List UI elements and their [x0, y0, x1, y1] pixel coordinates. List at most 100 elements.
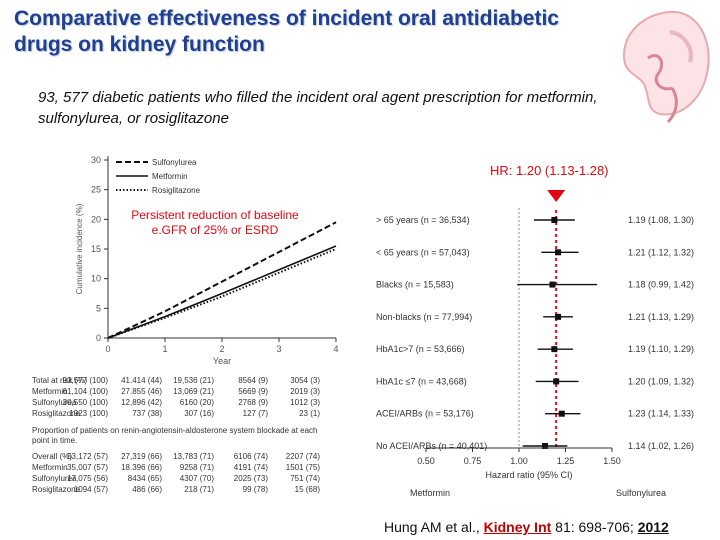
subgroup-label: HbA1c ≤7 (n = 43,668): [376, 376, 467, 386]
x-tick-label: 4: [333, 344, 338, 354]
hazard-ratio-point: [558, 410, 565, 417]
hazard-ratio-point: [551, 217, 558, 223]
forest-x-label: Hazard ratio (95% CI): [485, 470, 572, 480]
risk-cell: 3054 (3): [290, 376, 320, 385]
risk-cell: 93,577 (100): [63, 376, 109, 385]
proportion-row-label: Rosiglitazone: [32, 485, 81, 494]
risk-cell: 19,536 (21): [173, 376, 214, 385]
citation-authors: Hung AM et al.,: [384, 519, 480, 535]
x-tick-label: 3: [276, 344, 281, 354]
subgroup-hr-value: 1.23 (1.14, 1.33): [628, 409, 694, 419]
y-tick-label: 5: [96, 303, 101, 313]
legend-label: Metformin: [152, 172, 188, 181]
risk-row-label: Total at risk (%): [32, 376, 87, 385]
subgroup-hr-value: 1.19 (1.08, 1.30): [628, 215, 694, 225]
subgroup-label: Blacks (n = 15,583): [376, 280, 454, 290]
citation-volume: 81: 698-706;: [555, 519, 634, 535]
risk-cell: 127 (7): [243, 409, 269, 418]
hazard-ratio-point: [555, 249, 562, 256]
risk-cell: 8564 (9): [238, 376, 268, 385]
proportion-cell: 4307 (70): [180, 474, 215, 483]
legend-label: Sulfonylurea: [152, 158, 197, 167]
kidney-icon: [622, 10, 710, 124]
risk-row-label: Rosiglitazone: [32, 409, 81, 418]
risk-cell: 1012 (3): [290, 398, 320, 407]
subgroup-label: Non-blacks (n = 77,994): [376, 312, 472, 322]
risk-cell: 307 (16): [184, 409, 214, 418]
proportion-cell: 218 (71): [184, 485, 214, 494]
series-line-metformin: [107, 245, 337, 339]
forest-tick-label: 1.25: [557, 456, 575, 466]
subgroup-label: No ACEI/ARBs (n = 40,401): [376, 441, 487, 451]
x-axis-label: Year: [213, 356, 231, 366]
subgroup-hr-value: 1.18 (0.99, 1.42): [628, 280, 694, 290]
y-tick-label: 10: [91, 274, 101, 284]
subgroup-hr-value: 1.21 (1.12, 1.32): [628, 247, 694, 257]
favors-left-label: Metformin: [410, 488, 450, 498]
y-tick-label: 20: [91, 214, 101, 224]
subgroup-label: > 65 years (n = 36,534): [376, 215, 470, 225]
subgroup-label: < 65 years (n = 57,043): [376, 247, 470, 257]
risk-cell: 6160 (20): [180, 398, 215, 407]
study-description: 93, 577 diabetic patients who filled the…: [38, 89, 598, 127]
risk-cell: 2768 (9): [238, 398, 268, 407]
risk-cell: 5669 (9): [238, 387, 268, 396]
subgroup-label: ACEI/ARBs (n = 53,176): [376, 409, 474, 419]
risk-cell: 61,104 (100): [63, 387, 109, 396]
proportion-cell: 15 (68): [295, 485, 321, 494]
forest-tick-label: 0.50: [417, 456, 435, 466]
legend-label: Rosiglitazone: [152, 186, 201, 195]
proportion-caption: Proportion of patients on renin-angioten…: [32, 426, 318, 435]
proportion-cell: 8434 (65): [128, 474, 163, 483]
x-tick-label: 2: [219, 344, 224, 354]
y-tick-label: 30: [91, 155, 101, 165]
proportion-cell: 751 (74): [290, 474, 320, 483]
proportion-row-label: Metformin: [32, 463, 68, 472]
hazard-ratio-point: [553, 378, 560, 385]
proportion-caption: point in time.: [32, 436, 77, 445]
proportion-cell: 35,007 (57): [67, 463, 108, 472]
favors-right-label: Sulfonylurea: [616, 488, 666, 498]
proportion-row-label: Overall (%): [32, 452, 72, 461]
proportion-cell: 13,783 (71): [173, 452, 214, 461]
proportion-cell: 53,172 (57): [67, 452, 108, 461]
hazard-ratio-point: [549, 281, 556, 288]
forest-plot-area: > 65 years (n = 36,534) 1.19 (1.08, 1.30)…: [376, 190, 694, 498]
series-line-rosiglitazone: [107, 248, 337, 339]
risk-cell: 41.414 (44): [121, 376, 162, 385]
subgroup-hr-value: 1.21 (1.13, 1.29): [628, 312, 694, 322]
risk-row-label: Metformin: [32, 387, 68, 396]
risk-cell: 737 (38): [132, 409, 162, 418]
proportion-cell: 4191 (74): [234, 463, 269, 472]
proportion-cell: 1501 (75): [286, 463, 321, 472]
ci-plot-area: 0 5 10 15 20 25 30 0 1 2 3 4 Year Cumulative incidenc…: [75, 155, 339, 366]
proportion-cell: 27,319 (66): [121, 452, 162, 461]
risk-row-label: Sulfonylurea: [32, 398, 77, 407]
hazard-ratio-point: [551, 346, 558, 353]
risk-cell: 2019 (3): [290, 387, 320, 396]
series-line-sulfonylurea: [107, 221, 337, 339]
proportion-cell: 18.396 (66): [121, 463, 162, 472]
overall-hr-label: HR: 1.20 (1.13-1.28): [490, 163, 609, 178]
risk-cell: 27.855 (46): [121, 387, 162, 396]
y-tick-label: 0: [96, 333, 101, 343]
risk-tables: Total at risk (%)93,577 (100) 41.414 (44)…: [32, 376, 320, 494]
subgroup-hr-value: 1.19 (1.10, 1.29): [628, 344, 694, 354]
hazard-ratio-point: [542, 443, 549, 449]
forest-plot-figure: > 65 years (n = 36,534) 1.19 (1.08, 1.30)…: [376, 190, 694, 498]
forest-tick-label: 1.50: [603, 456, 621, 466]
proportion-cell: 6106 (74): [234, 452, 269, 461]
proportion-cell: 1094 (57): [74, 485, 109, 494]
citation-journal[interactable]: Kidney Int: [483, 519, 552, 535]
slide-title: Comparative effectiveness of incident or…: [14, 7, 559, 56]
proportion-cell: 9258 (71): [180, 463, 215, 472]
forest-tick-label: 0.75: [464, 456, 482, 466]
proportion-cell: 486 (66): [132, 485, 162, 494]
citation-year: 2012: [637, 519, 669, 535]
proportion-cell: 2207 (74): [286, 452, 321, 461]
x-tick-label: 1: [162, 344, 167, 354]
risk-cell: 12,896 (42): [121, 398, 162, 407]
risk-cell: 1923 (100): [69, 409, 108, 418]
hazard-ratio-point: [555, 313, 562, 320]
risk-cell: 23 (1): [299, 409, 320, 418]
